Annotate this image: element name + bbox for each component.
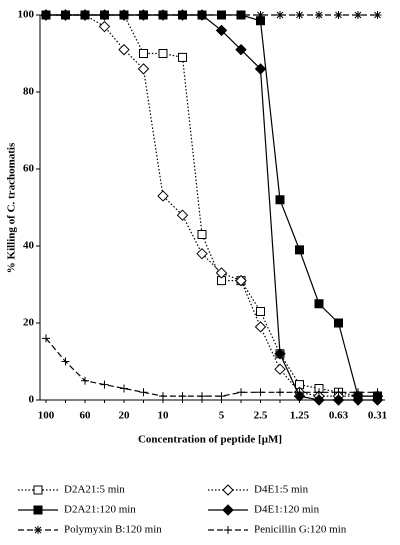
y-tick-label: 100 bbox=[18, 9, 35, 21]
marker bbox=[275, 195, 285, 205]
marker bbox=[178, 52, 187, 62]
marker bbox=[313, 394, 325, 406]
series-line bbox=[45, 338, 378, 397]
marker bbox=[196, 247, 208, 260]
marker bbox=[276, 11, 284, 19]
marker bbox=[295, 245, 304, 255]
marker bbox=[215, 24, 228, 37]
legend-label: D4E1:120 min bbox=[254, 504, 320, 516]
marker bbox=[315, 11, 323, 19]
marker bbox=[178, 392, 187, 401]
marker bbox=[256, 388, 265, 397]
marker bbox=[237, 388, 245, 397]
marker bbox=[373, 388, 382, 397]
marker bbox=[334, 318, 343, 328]
marker bbox=[198, 392, 206, 401]
marker bbox=[100, 380, 109, 389]
marker bbox=[198, 11, 206, 19]
marker bbox=[100, 11, 109, 19]
marker bbox=[256, 11, 265, 19]
marker bbox=[332, 394, 345, 406]
x-tick-label: 2.5 bbox=[254, 410, 268, 422]
marker bbox=[139, 388, 148, 397]
x-tick-label: 60 bbox=[80, 410, 92, 422]
legend-marker bbox=[222, 504, 234, 516]
legend-label: D4E1:5 min bbox=[254, 484, 309, 496]
marker bbox=[373, 11, 382, 19]
x-tick-label: 20 bbox=[119, 410, 131, 422]
series-line bbox=[46, 14, 378, 401]
marker bbox=[334, 11, 343, 19]
marker bbox=[139, 11, 148, 19]
marker bbox=[354, 11, 362, 19]
marker bbox=[254, 63, 267, 75]
marker bbox=[61, 357, 70, 366]
marker bbox=[139, 49, 148, 58]
marker bbox=[42, 334, 50, 343]
x-tick-label: 0.63 bbox=[329, 410, 349, 422]
x-tick-label: 5 bbox=[219, 410, 225, 422]
legend-marker bbox=[224, 526, 232, 534]
x-tick-label: 1.25 bbox=[290, 410, 310, 422]
legend-marker bbox=[34, 526, 42, 534]
marker bbox=[274, 348, 286, 360]
marker bbox=[159, 11, 167, 19]
legend-label: D2A21:5 min bbox=[64, 484, 125, 496]
y-tick-label: 40 bbox=[23, 240, 35, 252]
marker bbox=[254, 321, 267, 333]
marker bbox=[314, 299, 324, 309]
marker bbox=[42, 11, 50, 19]
marker bbox=[256, 306, 265, 316]
marker bbox=[81, 11, 89, 19]
marker bbox=[352, 394, 364, 406]
legend-label: Penicillin G:120 min bbox=[254, 524, 347, 536]
marker bbox=[217, 392, 226, 401]
marker bbox=[178, 11, 187, 19]
marker bbox=[137, 63, 150, 75]
series-line bbox=[46, 14, 378, 397]
legend-marker bbox=[222, 484, 234, 496]
x-tick-label: 0.31 bbox=[368, 410, 387, 422]
y-tick-label: 60 bbox=[23, 163, 35, 175]
x-tick-label: 10 bbox=[158, 410, 170, 422]
x-tick-label: 100 bbox=[38, 410, 55, 422]
marker bbox=[235, 274, 247, 287]
marker bbox=[235, 43, 247, 56]
marker bbox=[120, 11, 128, 19]
marker bbox=[159, 392, 167, 401]
marker bbox=[315, 388, 323, 397]
marker bbox=[295, 380, 304, 390]
marker bbox=[295, 11, 304, 19]
marker bbox=[276, 388, 284, 397]
marker bbox=[120, 384, 128, 393]
legend-marker bbox=[33, 485, 43, 495]
series-line bbox=[46, 14, 378, 397]
y-tick-label: 20 bbox=[23, 317, 35, 329]
marker bbox=[158, 49, 168, 58]
marker bbox=[157, 190, 169, 202]
y-tick-label: 80 bbox=[23, 86, 35, 98]
legend-label: Polymyxin B:120 min bbox=[64, 524, 162, 536]
marker bbox=[295, 388, 304, 397]
marker bbox=[217, 11, 226, 19]
marker bbox=[371, 394, 384, 406]
marker bbox=[118, 43, 130, 56]
y-tick-label: 0 bbox=[29, 394, 35, 406]
x-axis-label: Concentration of peptide [μM] bbox=[138, 434, 282, 446]
marker bbox=[197, 229, 207, 239]
legend-label: D2A21:120 min bbox=[64, 504, 136, 516]
marker bbox=[81, 376, 89, 385]
marker bbox=[98, 20, 111, 33]
marker bbox=[237, 11, 245, 19]
series-line bbox=[46, 14, 378, 397]
marker bbox=[274, 363, 286, 375]
y-axis-label: % Killing of C. trachomatis bbox=[6, 142, 18, 273]
marker bbox=[215, 267, 228, 279]
marker bbox=[61, 11, 70, 19]
marker bbox=[334, 388, 343, 397]
legend-marker bbox=[33, 505, 43, 515]
marker bbox=[176, 209, 189, 221]
marker bbox=[354, 388, 362, 397]
